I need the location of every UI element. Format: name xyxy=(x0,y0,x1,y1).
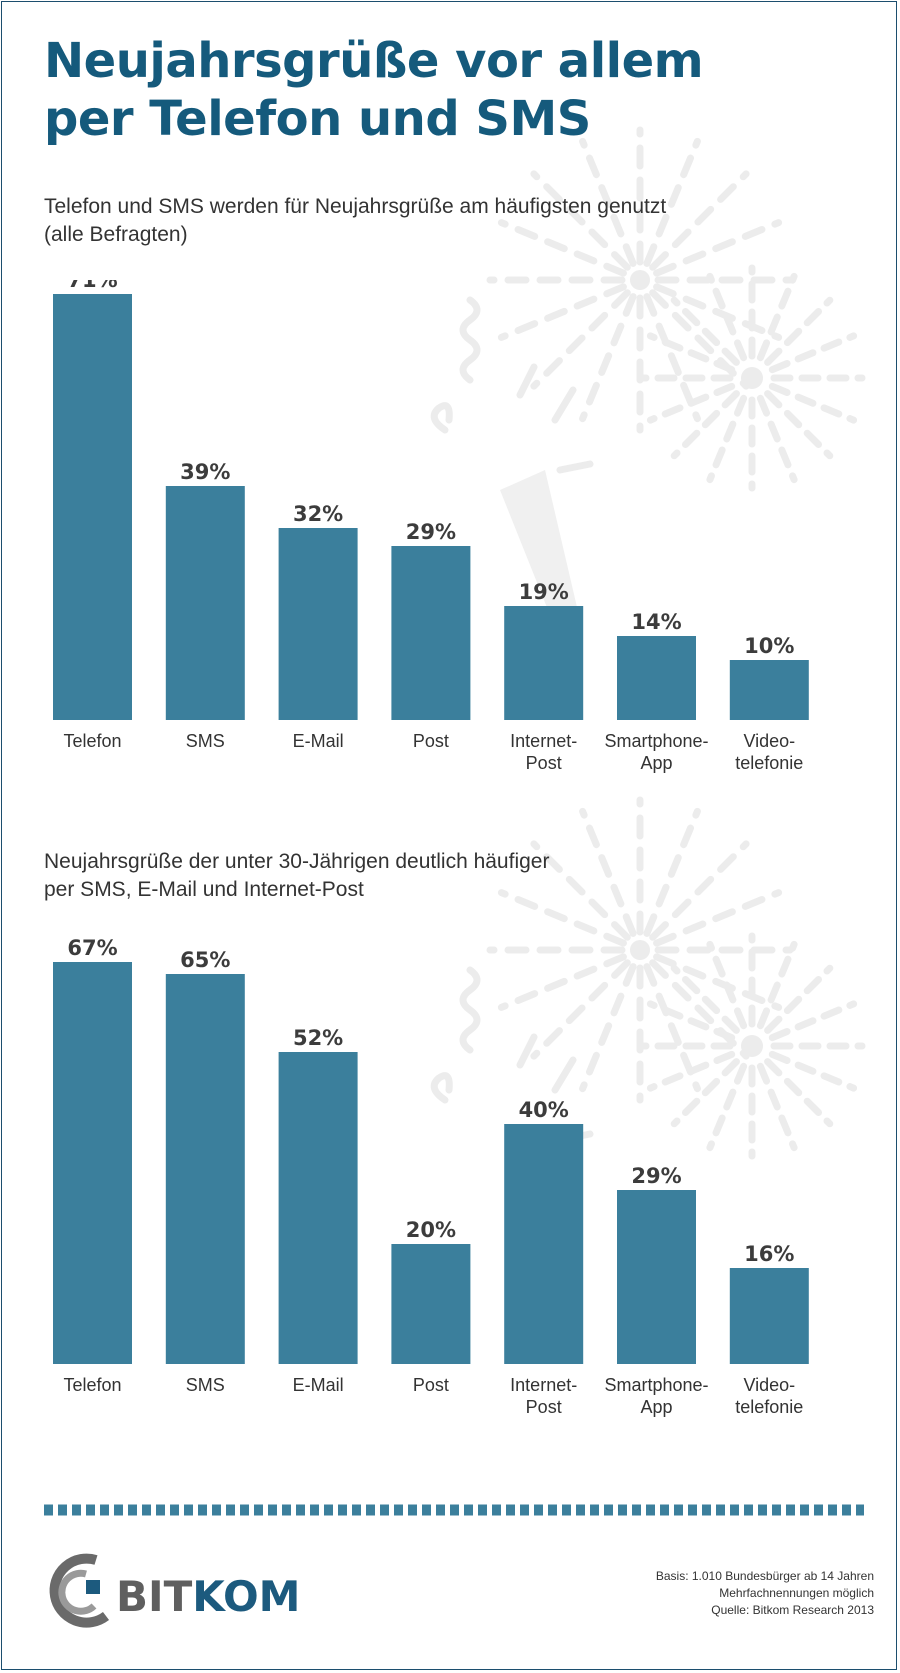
bar-2-6 xyxy=(729,1268,809,1364)
value-label-1-2: 32% xyxy=(293,502,343,526)
category-label-2-0: Telefon xyxy=(63,1375,121,1395)
value-label-1-4: 19% xyxy=(519,580,569,604)
bar-2-2 xyxy=(278,1052,358,1364)
value-label-2-6: 16% xyxy=(744,1242,794,1266)
category-label-1-6: Video-telefonie xyxy=(735,731,803,773)
logo-text-kom: KOM xyxy=(192,1572,301,1621)
bar-1-4 xyxy=(504,606,584,720)
category-label-2-4: Internet-Post xyxy=(510,1375,577,1417)
category-label-1-4: Internet-Post xyxy=(510,731,577,773)
chart-1-title-line-2: (alle Befragten) xyxy=(44,223,188,246)
value-label-1-3: 29% xyxy=(406,520,456,544)
category-label-1-0: Telefon xyxy=(63,731,121,751)
bitkom-logo-icon xyxy=(49,1553,110,1628)
category-label-2-6: Video-telefonie xyxy=(735,1375,803,1417)
page-title-line-1: Neujahrsgrüße vor allem xyxy=(44,33,704,89)
bar-2-3 xyxy=(391,1244,471,1364)
category-label-1-2: E-Mail xyxy=(293,731,344,751)
chart-2-title-line-2: per SMS, E-Mail und Internet-Post xyxy=(44,878,364,901)
value-label-1-5: 14% xyxy=(631,610,681,634)
bar-1-6 xyxy=(729,660,809,720)
value-label-1-6: 10% xyxy=(744,634,794,658)
chart-2-title-line-1: Neujahrsgrüße der unter 30-Jährigen deut… xyxy=(44,850,550,873)
category-label-1-3: Post xyxy=(413,731,449,751)
chart-1-title: Telefon und SMS werden für Neujahrsgrüße… xyxy=(44,193,864,249)
category-label-2-2: E-Mail xyxy=(293,1375,344,1395)
value-label-2-4: 40% xyxy=(519,1098,569,1122)
chart-1-title-line-1: Telefon und SMS werden für Neujahrsgrüße… xyxy=(44,195,667,218)
bar-1-2 xyxy=(278,528,358,720)
category-label-2-5: Smartphone-App xyxy=(604,1375,708,1417)
bar-1-1 xyxy=(165,486,245,720)
category-label-1-5: Smartphone-App xyxy=(604,731,708,773)
bar-2-0 xyxy=(53,962,132,1364)
value-label-1-0: 71% xyxy=(67,280,117,292)
page-title-line-2: per Telefon und SMS xyxy=(44,91,591,147)
category-label-1-1: SMS xyxy=(186,731,225,751)
bar-chart-under-30: 67% Telefon 65% SMS 52% E-Mail 20% Post 40% Inter… xyxy=(53,936,809,1417)
note-basis: Basis: 1.010 Bundesbürger ab 14 Jahren xyxy=(655,1569,874,1583)
note-source: Quelle: Bitkom Research 2013 xyxy=(711,1603,874,1617)
category-label-2-1: SMS xyxy=(186,1375,225,1395)
note-multiple: Mehrfachnennungen möglich xyxy=(719,1586,874,1600)
category-label-2-3: Post xyxy=(413,1375,449,1395)
bar-2-4 xyxy=(504,1124,584,1364)
bar-1-0 xyxy=(53,294,132,720)
bitkom-logo-text: BITKOM xyxy=(116,1572,300,1621)
source-notes: Basis: 1.010 Bundesbürger ab 14 Jahren M… xyxy=(656,1568,874,1619)
value-label-2-2: 52% xyxy=(293,1026,343,1050)
value-label-2-1: 65% xyxy=(180,948,230,972)
dashed-divider xyxy=(44,1504,864,1516)
value-label-2-5: 29% xyxy=(631,1164,681,1188)
bar-2-5 xyxy=(617,1190,696,1364)
bar-1-5 xyxy=(617,636,696,720)
page-title: Neujahrsgrüße vor allem per Telefon und … xyxy=(44,32,864,148)
value-label-2-0: 67% xyxy=(67,936,117,960)
logo-text-bit: BIT xyxy=(116,1572,193,1621)
bar-chart-all-respondents: 71% Telefon 39% SMS 32% E-Mail 29% Post 19% Inter… xyxy=(53,280,809,773)
value-label-1-1: 39% xyxy=(180,460,230,484)
chart-2-title: Neujahrsgrüße der unter 30-Jährigen deut… xyxy=(44,848,864,904)
bar-2-1 xyxy=(165,974,245,1364)
bar-1-3 xyxy=(391,546,471,720)
value-label-2-3: 20% xyxy=(406,1218,456,1242)
